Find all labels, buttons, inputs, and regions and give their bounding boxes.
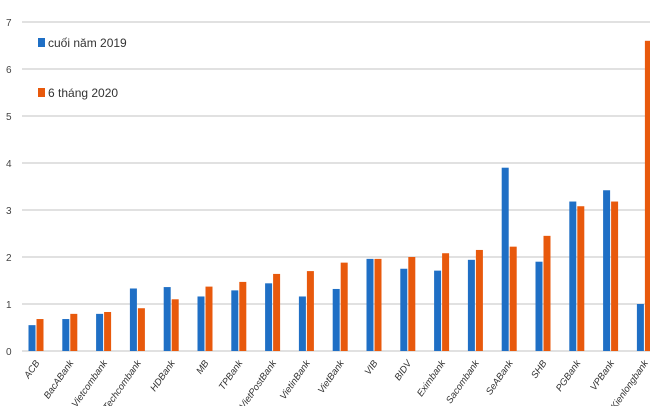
legend-swatch-2020 bbox=[38, 88, 45, 97]
bar-2020-VietBank bbox=[340, 262, 348, 351]
y-tick-label: 4 bbox=[6, 159, 12, 170]
x-tick-label: BacABank bbox=[42, 357, 77, 401]
y-tick-label: 0 bbox=[6, 347, 12, 358]
bar-2020-ACB bbox=[36, 319, 44, 351]
bar-2019-BIDV bbox=[400, 268, 408, 351]
bar-2019-Sacombank bbox=[467, 259, 475, 351]
bar-2019-BacABank bbox=[62, 319, 70, 351]
y-tick-label: 2 bbox=[6, 253, 12, 264]
bar-2020-Vietcombank bbox=[104, 311, 112, 351]
x-tick-label: VietBank bbox=[316, 357, 347, 395]
x-tick-label: VietinBank bbox=[278, 357, 314, 401]
bar-2019-HDBank bbox=[163, 287, 171, 351]
bar-2019-VPBank bbox=[603, 190, 611, 351]
bar-2019-Vietcombank bbox=[96, 313, 104, 351]
x-tick-label: Sacombank bbox=[444, 357, 483, 405]
x-tick-label: BIDV bbox=[393, 357, 416, 383]
bar-2020-SHB bbox=[543, 235, 551, 351]
y-tick-label: 3 bbox=[6, 206, 12, 217]
bar-2019-Kienlongbank bbox=[636, 304, 644, 351]
bar-2020-HDBank bbox=[171, 299, 179, 351]
bar-2019-VIB bbox=[366, 258, 374, 351]
bar-2019-VietinBank bbox=[298, 296, 306, 351]
bar-2019-SeABank bbox=[501, 167, 509, 351]
legend-label-2019: cuối năm 2019 bbox=[48, 36, 127, 50]
bar-2020-Sacombank bbox=[475, 249, 483, 351]
bar-2020-PGBank bbox=[577, 206, 585, 351]
bar-2020-Kienlongbank bbox=[644, 40, 650, 352]
bar-2020-BacABank bbox=[70, 313, 78, 351]
x-tick-label: SeABank bbox=[484, 357, 516, 397]
y-tick-label: 1 bbox=[6, 300, 12, 311]
bar-2019-LienVietPostBank bbox=[265, 283, 273, 351]
bar-2020-VietinBank bbox=[306, 271, 314, 351]
bar-2020-Techcombank bbox=[137, 308, 145, 351]
bar-2019-MB bbox=[197, 296, 205, 351]
bar-2020-SeABank bbox=[509, 246, 517, 351]
x-tick-label: Eximbank bbox=[415, 357, 449, 399]
legend-swatch-2019 bbox=[38, 38, 45, 47]
bar-2020-BIDV bbox=[408, 257, 416, 351]
bar-2020-VPBank bbox=[611, 201, 619, 351]
bar-2019-Eximbank bbox=[434, 270, 442, 351]
bar-2019-VietBank bbox=[332, 288, 340, 351]
x-tick-label: HDBank bbox=[148, 357, 178, 393]
bar-2019-TPBank bbox=[231, 290, 239, 351]
bar-2019-ACB bbox=[28, 325, 36, 351]
bar-2019-PGBank bbox=[569, 201, 577, 351]
x-tick-label: VIB bbox=[363, 358, 381, 377]
legend: cuối năm 2019 6 tháng 2020 bbox=[38, 36, 127, 100]
bar-2019-Techcombank bbox=[129, 288, 137, 351]
y-tick-label: 5 bbox=[6, 112, 12, 123]
bar-2020-LienVietPostBank bbox=[273, 273, 281, 351]
bar-2020-TPBank bbox=[239, 281, 247, 351]
y-tick-label: 6 bbox=[6, 65, 12, 76]
bar-2020-MB bbox=[205, 286, 213, 351]
bar-2020-Eximbank bbox=[442, 253, 450, 351]
x-tick-label: MB bbox=[194, 358, 212, 377]
y-tick-label: 7 bbox=[6, 18, 12, 29]
x-tick-label: TPBank bbox=[217, 357, 246, 392]
bar-2019-SHB bbox=[535, 261, 543, 351]
x-tick-label: ACB bbox=[22, 358, 43, 382]
x-tick-label: VPBank bbox=[588, 357, 617, 392]
x-tick-label: SHB bbox=[529, 358, 550, 381]
legend-label-2020: 6 tháng 2020 bbox=[48, 86, 118, 100]
bar-2020-VIB bbox=[374, 258, 382, 351]
x-tick-label: PGBank bbox=[554, 357, 584, 393]
